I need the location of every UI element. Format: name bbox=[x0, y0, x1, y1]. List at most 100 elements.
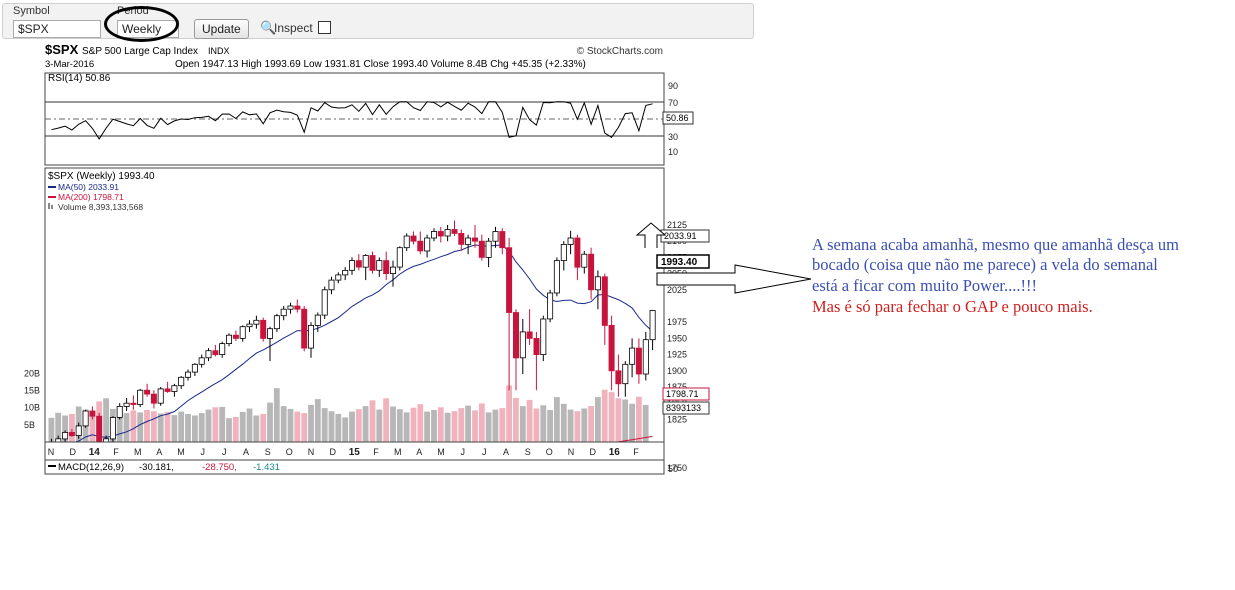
volume-bar bbox=[451, 411, 458, 442]
volume-bar bbox=[205, 409, 212, 442]
ma50-legend: MA(50) 2033.91 bbox=[58, 182, 119, 192]
rsi-panel: RSI(14) 50.86 90 70 30 10 50.86 bbox=[44, 72, 694, 166]
volume-bar bbox=[321, 408, 328, 442]
volume-bar bbox=[396, 409, 403, 442]
candle-body bbox=[232, 334, 239, 339]
volume-bar bbox=[485, 412, 492, 442]
candle-body bbox=[553, 260, 560, 294]
x-tick-label: O bbox=[546, 447, 553, 457]
candle-body bbox=[342, 269, 349, 276]
candle-body bbox=[205, 350, 212, 359]
candle-body bbox=[157, 388, 164, 404]
macd-value-3: -1.431 bbox=[253, 462, 280, 473]
candle-body bbox=[116, 405, 123, 418]
candle-body bbox=[526, 331, 533, 339]
candle-body bbox=[533, 337, 540, 355]
x-tick-label: A bbox=[503, 447, 509, 457]
candle-body bbox=[164, 388, 171, 392]
x-tick-label: J bbox=[200, 447, 205, 457]
candle-body bbox=[321, 289, 328, 316]
x-tick-label: A bbox=[416, 447, 422, 457]
candle-body bbox=[96, 415, 103, 443]
update-button[interactable]: Update bbox=[194, 19, 249, 39]
candle-body bbox=[451, 229, 458, 234]
volume-bar bbox=[601, 389, 608, 442]
x-tick-label: F bbox=[113, 447, 119, 457]
volume-bar bbox=[178, 411, 185, 442]
volume-bar bbox=[123, 413, 130, 442]
volume-bar bbox=[465, 405, 471, 442]
candle-body bbox=[137, 389, 144, 405]
rsi-tick: 90 bbox=[668, 81, 678, 91]
volume-bar bbox=[260, 413, 267, 442]
candle-body bbox=[506, 247, 513, 313]
x-tick-label: D bbox=[589, 447, 596, 457]
volume-tick-label: 10B bbox=[24, 403, 40, 413]
candle-body bbox=[212, 350, 219, 356]
x-tick-label: 14 bbox=[89, 447, 101, 458]
volume-bar bbox=[533, 408, 540, 442]
volume-bar bbox=[595, 397, 601, 442]
candle-body bbox=[335, 274, 342, 281]
candle-body bbox=[560, 243, 567, 261]
candle-body bbox=[615, 370, 622, 385]
candle-body bbox=[389, 266, 396, 275]
x-tick-label: 15 bbox=[349, 447, 361, 458]
volume-bar bbox=[615, 398, 622, 442]
volume-bar bbox=[376, 409, 383, 442]
candle-body bbox=[642, 339, 649, 375]
volume-bar bbox=[69, 413, 75, 442]
annotation-line-1: A semana acaba amanhã, mesmo que amanhã … bbox=[812, 235, 1179, 254]
volume-bar bbox=[144, 410, 150, 442]
volume-value-box: 8393133 bbox=[666, 403, 701, 413]
inspect-checkbox[interactable] bbox=[318, 21, 331, 34]
volume-bar bbox=[185, 413, 191, 442]
macd-value-1: -30.181, bbox=[139, 462, 174, 473]
candle-body bbox=[410, 235, 417, 242]
candle-body bbox=[581, 253, 588, 268]
volume-bar bbox=[506, 385, 512, 442]
candle-body bbox=[649, 310, 656, 341]
candle-body bbox=[574, 237, 581, 268]
volume-bar bbox=[219, 406, 226, 442]
symbol-label: Symbol bbox=[13, 5, 50, 17]
candle-body bbox=[362, 255, 369, 268]
volume-bar bbox=[239, 412, 246, 442]
candle-body bbox=[396, 247, 403, 268]
candle-body bbox=[403, 235, 410, 249]
candle-body bbox=[62, 431, 69, 440]
hand-drawn-circle bbox=[104, 6, 179, 42]
price-legend-title: $SPX (Weekly) 1993.40 bbox=[48, 171, 155, 182]
macd-label: MACD(12,26,9) bbox=[58, 462, 124, 473]
x-axis: N D 14 F M A M J J A S O N D 15 F M A M J J A S O N D 16 F bbox=[48, 447, 640, 458]
candle-body bbox=[294, 305, 301, 310]
candle-body bbox=[82, 410, 89, 427]
rsi-tick: 10 bbox=[668, 147, 678, 157]
candle-body bbox=[109, 417, 116, 440]
volume-bar bbox=[328, 411, 335, 442]
volume-bar bbox=[588, 406, 594, 442]
candle-body bbox=[328, 279, 335, 291]
ma200-value-box: 1798.71 bbox=[666, 389, 699, 399]
symbol-input[interactable]: $SPX bbox=[13, 20, 101, 38]
candle-body bbox=[601, 276, 608, 326]
x-tick-label: D bbox=[69, 447, 76, 457]
volume-bar bbox=[444, 412, 451, 443]
candle-body bbox=[465, 237, 472, 245]
macd-panel: MACD(12,26,9) -30.181, -28.750, -1.431 5… bbox=[44, 459, 678, 475]
x-tick-label: M bbox=[394, 447, 402, 457]
x-tick-label: O bbox=[286, 447, 293, 457]
x-tick-label: S bbox=[525, 447, 531, 457]
x-tick-label: S bbox=[265, 447, 271, 457]
volume-bar bbox=[253, 415, 260, 442]
volume-bar bbox=[164, 412, 171, 442]
volume-bar bbox=[629, 403, 635, 442]
volume-bar bbox=[410, 407, 417, 442]
x-tick-label: 16 bbox=[609, 447, 621, 458]
volume-bar bbox=[492, 409, 499, 442]
candle-body bbox=[348, 260, 355, 271]
candle-body bbox=[246, 323, 253, 328]
price-tick-label: 1950 bbox=[667, 333, 687, 343]
x-tick-label: A bbox=[243, 447, 249, 457]
volume-bar bbox=[567, 409, 574, 442]
